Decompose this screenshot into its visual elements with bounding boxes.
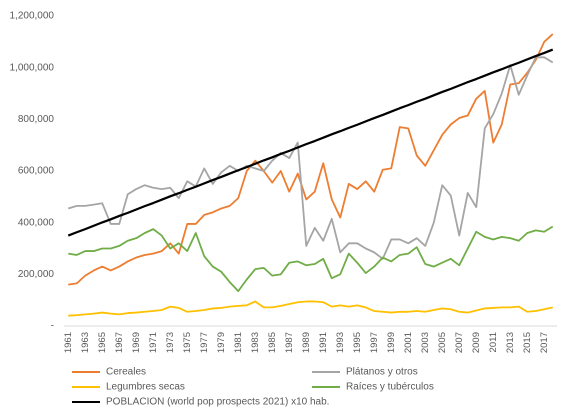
x-tick-label: 1989 [301, 332, 312, 353]
legend-label: POBLACION (world pop prospects 2021) x10… [106, 397, 329, 408]
x-tick-label: 1979 [216, 332, 227, 353]
legend-label: Legumbres secas [106, 382, 185, 393]
x-tick-label: 1975 [182, 332, 193, 353]
series-line [68, 225, 554, 293]
x-tick-label: 1983 [250, 332, 261, 353]
y-tick-label: 600,000 [18, 166, 55, 177]
x-tick-label: 1999 [386, 332, 397, 353]
x-tick-label: 2003 [420, 332, 431, 353]
x-tick-label: 1971 [148, 332, 159, 353]
x-tick-label: 2013 [505, 332, 516, 353]
y-tick-label: 1,200,000 [10, 11, 55, 22]
y-tick-label: 1,000,000 [10, 62, 55, 73]
legend-label: Raíces y tubérculos [346, 382, 434, 393]
x-tick-label: 1993 [335, 332, 346, 353]
x-tick-label: 1969 [131, 332, 142, 353]
series-line [68, 300, 553, 317]
x-tick-label: 2001 [403, 332, 414, 353]
x-tick-label: 1997 [369, 332, 380, 353]
x-tick-label: 1985 [267, 332, 278, 353]
x-tick-label: 1961 [63, 332, 74, 353]
y-tick-label: 400,000 [18, 217, 55, 228]
x-tick-label: 1963 [80, 332, 91, 353]
x-tick-label: 2017 [539, 332, 550, 353]
x-tick-label: 1965 [97, 332, 108, 353]
series-line [68, 33, 554, 286]
x-tick-label: 1981 [233, 332, 244, 353]
y-tick-label: 200,000 [18, 269, 55, 280]
x-tick-label: 1967 [114, 332, 125, 353]
legend-label: Plátanos y otros [346, 367, 418, 378]
x-tick-label: 1995 [352, 332, 363, 353]
x-tick-label: 2015 [522, 332, 533, 353]
x-tick-label: 1987 [284, 332, 295, 353]
x-tick-label: 2009 [471, 332, 482, 353]
x-tick-label: 2007 [454, 332, 465, 353]
x-tick-label: 1991 [318, 332, 329, 353]
legend-label: Cereales [106, 367, 146, 378]
x-tick-label: 2005 [437, 332, 448, 353]
x-tick-label: 1973 [165, 332, 176, 353]
y-tick-label: - [51, 321, 54, 332]
series-line [67, 48, 554, 237]
x-tick-label: 2011 [488, 332, 499, 352]
x-tick-label: 1977 [199, 332, 210, 353]
y-tick-label: 800,000 [18, 114, 55, 125]
series-line [67, 56, 554, 260]
